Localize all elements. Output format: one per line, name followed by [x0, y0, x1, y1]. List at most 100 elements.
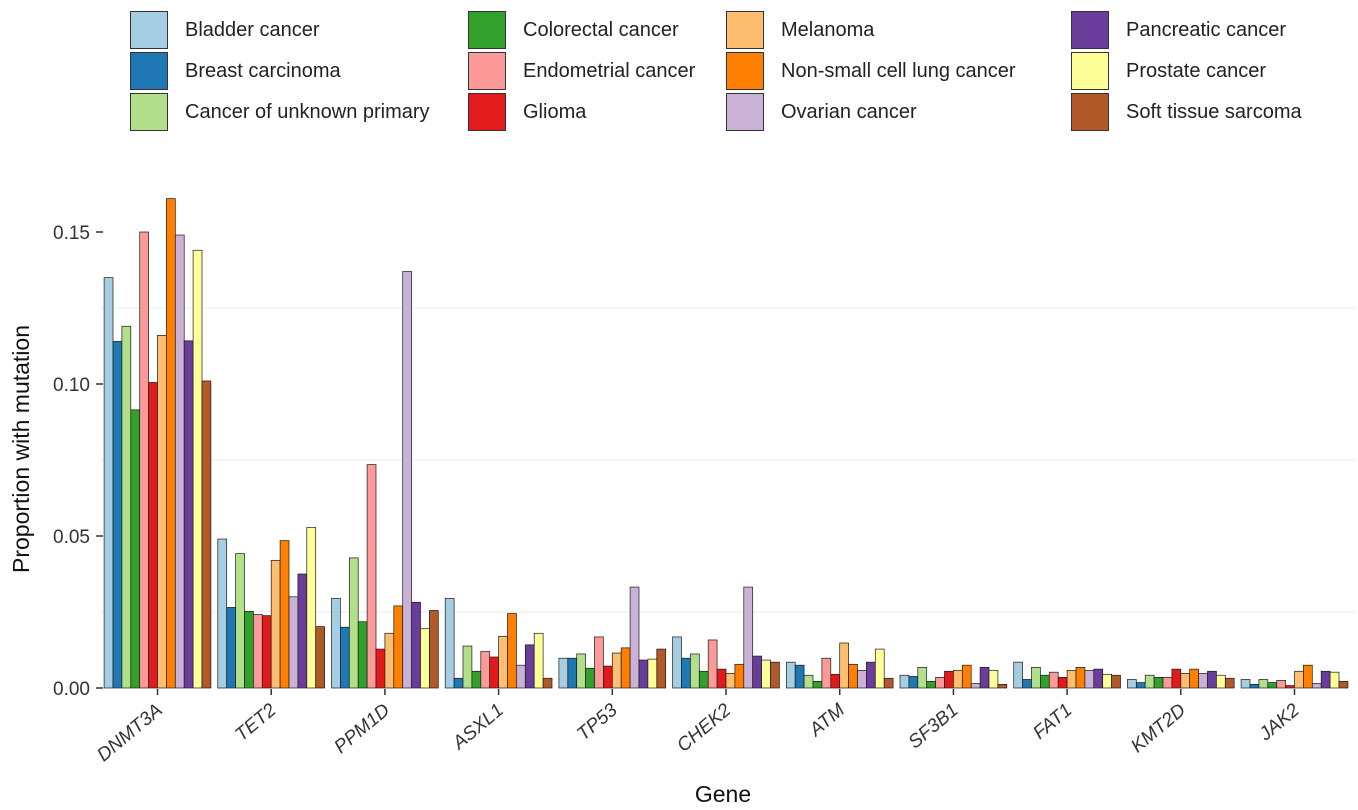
x-tick-label: PPM1D [330, 700, 394, 758]
legend-label: Non-small cell lung cancer [781, 59, 1016, 82]
bar [1127, 679, 1137, 689]
bar [603, 665, 613, 689]
bar [1093, 668, 1104, 689]
x-axis-title: Gene [695, 781, 751, 807]
bar [647, 658, 658, 689]
bar [157, 335, 167, 689]
legend-label: Glioma [523, 100, 587, 123]
bar [908, 676, 919, 689]
bar [148, 382, 158, 689]
bar [611, 652, 622, 689]
bar [1048, 671, 1059, 689]
x-axis: DNMT3A TET2 PPM1D ASXL1 TP53 CHEK2 ATM SF3B1 FAT… [93, 689, 1304, 766]
bar [690, 653, 700, 689]
bar [656, 648, 667, 689]
bar [1276, 680, 1286, 689]
bar [961, 664, 972, 689]
legend-swatch [726, 11, 764, 49]
legend-swatch [1071, 11, 1109, 49]
bar [638, 659, 649, 689]
bar [803, 674, 814, 689]
bar [192, 249, 203, 689]
legend-label: Melanoma [781, 18, 875, 41]
legend-label: Cancer of unknown primary [185, 100, 430, 123]
bar [279, 540, 290, 689]
bar [1320, 670, 1331, 689]
bar [235, 553, 245, 689]
legend-label: Ovarian cancer [781, 100, 917, 123]
legend-item: Pancreatic cancer [1071, 10, 1286, 50]
bar [1153, 677, 1164, 689]
bar [1162, 677, 1173, 689]
legend-label: Prostate cancer [1126, 59, 1267, 82]
bar [585, 667, 595, 689]
bar [785, 661, 796, 689]
legend-swatch [726, 93, 764, 131]
bar [348, 557, 359, 689]
bar [716, 668, 727, 689]
legend-label: Pancreatic cancer [1126, 18, 1287, 41]
legend-item: Breast carcinoma [130, 51, 341, 91]
bar [130, 409, 141, 689]
bar [420, 628, 430, 689]
bar [857, 670, 867, 689]
bar [1040, 674, 1050, 689]
legend-swatch [468, 52, 506, 90]
bar [375, 648, 386, 689]
x-tick-label: JAK2 [1255, 699, 1304, 745]
bar [988, 670, 999, 689]
bar [183, 340, 194, 689]
legend-label: Bladder cancer [185, 18, 320, 41]
bar [270, 559, 281, 689]
y-tick-label: 0.10 [53, 375, 90, 396]
bar [1240, 679, 1251, 689]
bar [629, 586, 640, 689]
legend-swatch [1071, 93, 1109, 131]
x-tick-label: TP53 [573, 699, 622, 745]
bar [174, 234, 185, 689]
bar [340, 626, 350, 689]
bar [288, 596, 299, 689]
legend-swatch [130, 52, 168, 90]
bar [997, 684, 1008, 689]
legend-item: Melanoma [726, 10, 874, 50]
y-axis-title: Proportion with mutation [8, 325, 34, 573]
bar [866, 661, 876, 689]
bar [594, 636, 604, 689]
bar [384, 632, 395, 689]
y-tick-label: 0.05 [53, 527, 90, 548]
y-tick-label: 0.00 [53, 679, 90, 700]
x-tick-label: FAT1 [1029, 700, 1076, 744]
x-tick-label: TET2 [231, 699, 280, 745]
legend-swatch [130, 11, 168, 49]
bar [1057, 677, 1068, 689]
bar [226, 607, 236, 689]
bar [743, 586, 754, 689]
legend-swatch [1071, 52, 1109, 90]
bar [1338, 680, 1349, 689]
bar [516, 664, 526, 689]
bar [935, 677, 945, 689]
bar [1180, 673, 1191, 689]
bar [366, 464, 377, 689]
bar [979, 666, 990, 689]
legend-item: Bladder cancer [130, 10, 320, 50]
legend-item: Prostate cancer [1071, 51, 1266, 91]
bar [1224, 677, 1235, 689]
x-tick-label: DNMT3A [93, 700, 166, 766]
bar [1198, 673, 1208, 689]
bar [821, 657, 832, 689]
bar [393, 605, 404, 689]
bar [1294, 670, 1304, 689]
legend-swatch [468, 11, 506, 49]
bar [1111, 674, 1121, 689]
bar [620, 647, 631, 689]
bar [498, 635, 508, 689]
bar [112, 341, 123, 689]
bar [533, 632, 544, 689]
x-tick-label: ATM [805, 700, 849, 742]
bar [1144, 674, 1155, 689]
bar [1066, 670, 1077, 689]
bar [899, 674, 910, 689]
bar [1258, 679, 1269, 689]
